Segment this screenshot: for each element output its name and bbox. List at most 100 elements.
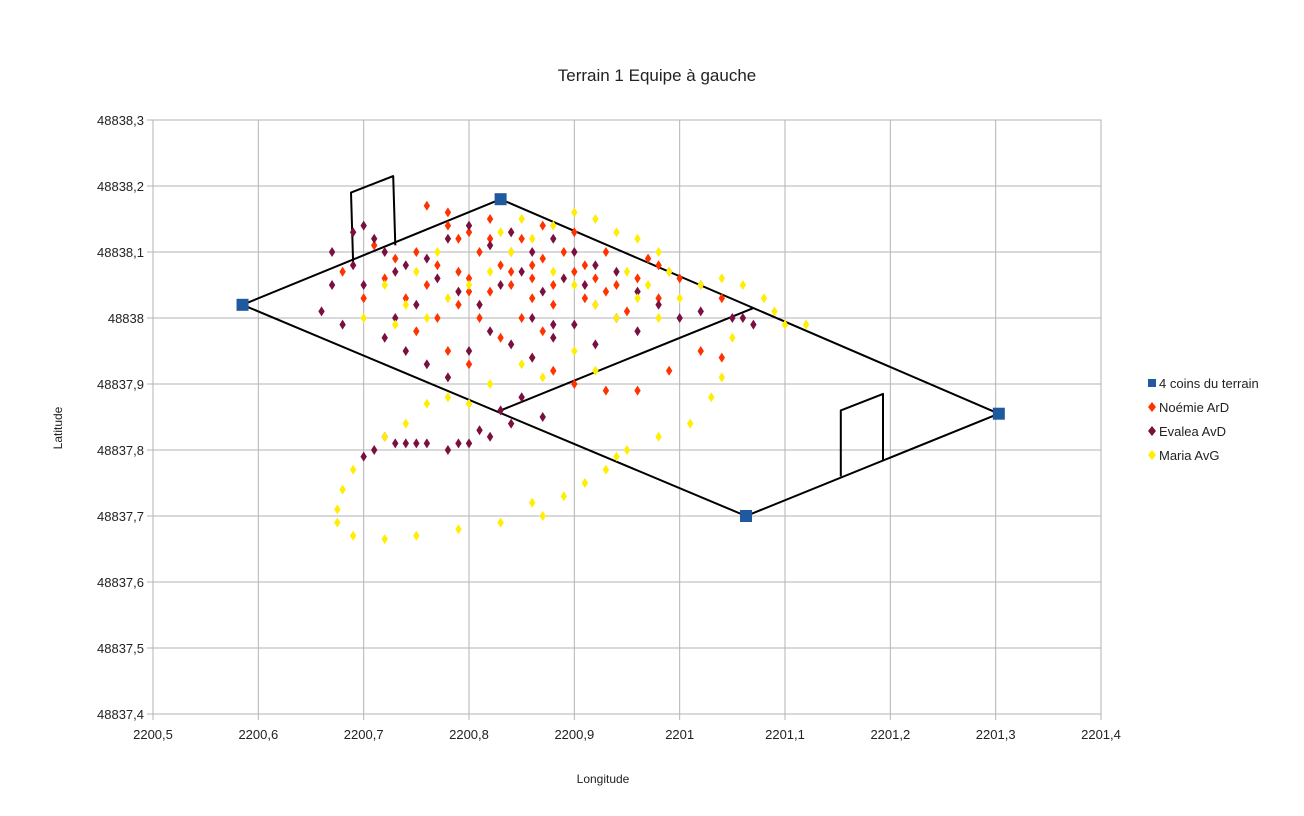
data-point: [602, 247, 610, 257]
y-tick-label: 48837,7: [97, 509, 144, 524]
data-point: [402, 293, 409, 304]
data-point: [381, 247, 388, 257]
data-point: [602, 385, 610, 396]
data-point: [518, 233, 525, 244]
y-tick-label: 48837,8: [97, 443, 144, 458]
x-tick-label: 2200,6: [238, 727, 278, 742]
data-point: [560, 491, 567, 502]
data-point: [486, 431, 494, 442]
data-point: [465, 227, 473, 238]
x-tick-label: 2201,3: [976, 727, 1016, 742]
data-point: [697, 346, 704, 356]
data-point: [592, 339, 599, 350]
data-point: [465, 273, 473, 284]
data-point: [571, 207, 578, 218]
data-point: [539, 372, 546, 383]
data-point: [613, 313, 620, 323]
data-point: [486, 266, 494, 277]
data-point: [550, 319, 557, 330]
data-point: [507, 280, 515, 290]
data-point: [655, 431, 662, 442]
data-point: [444, 207, 452, 218]
data-point: [550, 365, 557, 376]
data-point: [802, 319, 810, 330]
data-point: [413, 247, 420, 257]
data-point: [539, 511, 546, 521]
data-point: [402, 418, 409, 429]
data-point: [360, 451, 367, 462]
data-point: [423, 200, 431, 211]
data-point: [750, 319, 757, 330]
data-point: [349, 464, 357, 475]
y-tick-label: 48837,6: [97, 575, 144, 590]
data-point: [465, 438, 473, 449]
data-point: [560, 273, 567, 284]
data-point: [655, 313, 662, 323]
data-point: [392, 253, 399, 264]
data-point: [729, 313, 736, 323]
data-point: [497, 227, 504, 238]
data-point: [486, 233, 494, 244]
data-point: [465, 346, 473, 356]
corner-point: [494, 193, 507, 206]
data-point: [665, 365, 673, 376]
data-points: [236, 193, 1005, 545]
data-point: [486, 326, 494, 337]
data-point: [423, 313, 431, 323]
data-point: [423, 359, 431, 370]
data-point: [413, 266, 420, 277]
data-point: [529, 497, 536, 508]
data-point: [334, 504, 341, 515]
data-point: [328, 280, 336, 290]
data-point: [360, 280, 367, 290]
legend-marker: [1148, 402, 1156, 412]
data-point: [718, 293, 725, 304]
data-point: [381, 280, 388, 290]
data-point: [571, 247, 578, 257]
x-tick-label: 2200,5: [133, 727, 173, 742]
data-point: [328, 247, 336, 257]
data-point: [623, 306, 631, 317]
data-point: [518, 313, 525, 323]
data-point: [402, 260, 409, 271]
legend: 4 coins du terrain Noémie ArD Evalea AvD Ma…: [1148, 376, 1259, 463]
data-point: [718, 372, 725, 383]
data-point: [571, 379, 578, 389]
data-point: [665, 266, 673, 277]
y-tick-label: 48837,9: [97, 377, 144, 392]
data-point: [455, 438, 462, 449]
corner-point: [236, 298, 249, 311]
data-point: [581, 260, 589, 271]
data-point: [581, 293, 589, 304]
data-point: [497, 517, 504, 528]
legend-label: Evalea AvD: [1159, 424, 1226, 439]
data-point: [381, 273, 388, 284]
data-point: [739, 280, 747, 290]
data-point: [634, 293, 641, 304]
data-point: [697, 306, 704, 317]
data-point: [465, 359, 473, 370]
legend-marker: [1148, 379, 1156, 387]
data-point: [634, 385, 641, 396]
legend-label: Maria AvG: [1159, 448, 1219, 463]
data-point: [550, 233, 557, 244]
gridlines: [152, 119, 1102, 715]
data-point: [413, 530, 420, 541]
x-tick-label: 2201,1: [765, 727, 805, 742]
y-tick-label: 48838,3: [97, 113, 144, 128]
y-tick-label: 48838: [108, 311, 144, 326]
data-point: [623, 266, 631, 277]
data-point: [402, 346, 409, 356]
data-point: [444, 293, 452, 304]
data-point: [771, 306, 778, 317]
data-point: [634, 233, 641, 244]
x-tick-label: 2200,7: [344, 727, 384, 742]
data-point: [476, 247, 483, 257]
data-point: [497, 260, 504, 271]
data-point: [434, 273, 441, 284]
data-point: [455, 233, 462, 244]
data-point: [507, 266, 515, 277]
chart-title: Terrain 1 Equipe à gauche: [558, 66, 756, 85]
data-point: [423, 398, 431, 409]
